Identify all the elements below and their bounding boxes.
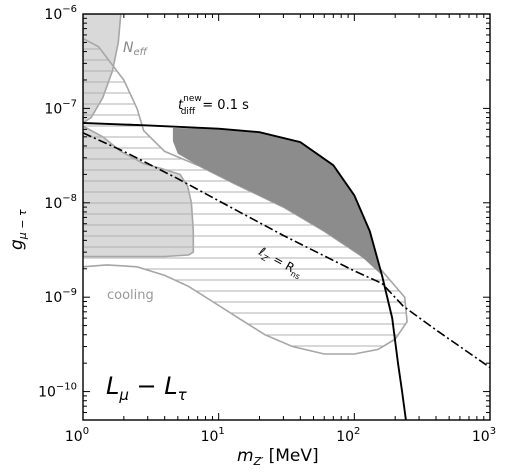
y-axis: 10−10 10−9 10−8 10−7 10−6 xyxy=(38,4,490,421)
model-label: Lμ − Lτ xyxy=(106,372,188,404)
y-tick-label: 10−10 xyxy=(38,382,77,401)
x-axis-label: mZ′ [MeV] xyxy=(237,446,319,468)
x-tick-label: 101 xyxy=(201,426,225,445)
x-tick-label: 102 xyxy=(336,426,360,445)
y-tick-label: 10−8 xyxy=(44,193,77,212)
x-tick-label: 100 xyxy=(65,426,89,445)
dark-region xyxy=(172,128,382,276)
tdiff-label: tnew diff = 0.1 s xyxy=(178,94,249,117)
y-tick-label: 10−9 xyxy=(44,287,77,306)
cooling-label: cooling xyxy=(107,288,154,303)
lz-curve xyxy=(83,132,490,369)
neff-region xyxy=(83,14,122,124)
neff-label: Neff xyxy=(123,40,149,58)
tdiff-curve xyxy=(83,122,407,420)
x-axis: 100 101 102 103 xyxy=(65,14,496,445)
y-axis-label: gμ − τ xyxy=(7,209,29,250)
hatched-region-outline xyxy=(83,37,408,355)
y-tick-label: 10−7 xyxy=(44,98,77,117)
y-tick-label: 10−6 xyxy=(44,4,77,23)
x-tick-label: 103 xyxy=(472,426,496,445)
